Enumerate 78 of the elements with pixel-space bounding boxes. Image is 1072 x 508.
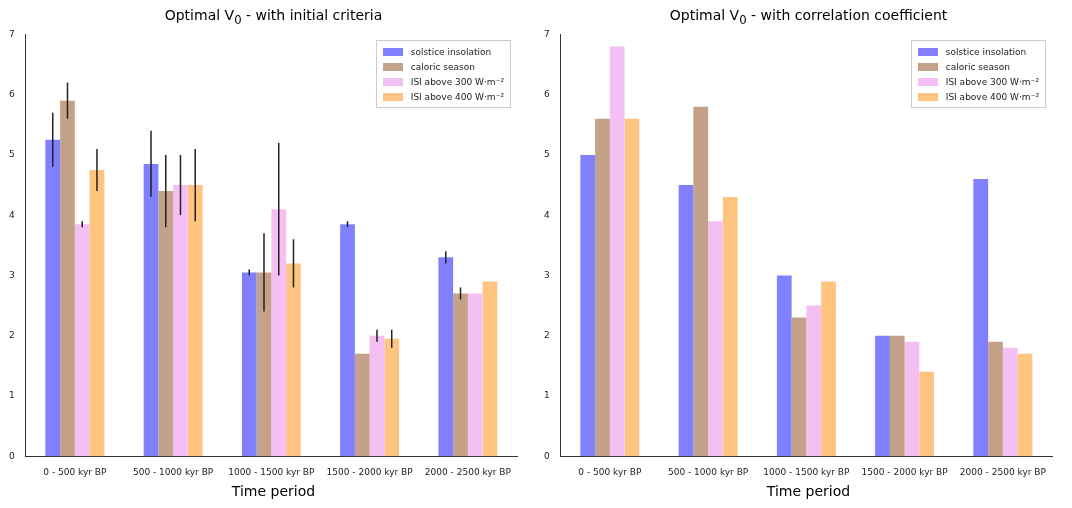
legend-label: solstice insolation: [945, 46, 1027, 57]
x-tick-label: 2000 - 2500 kyr BP: [424, 466, 512, 477]
bar: [595, 118, 610, 457]
bar: [708, 221, 723, 457]
y-tick-label: 2: [543, 330, 550, 341]
bar: [609, 46, 625, 457]
bar: [482, 281, 498, 457]
y-tick-label: 6: [543, 89, 550, 99]
y-tick-label: 1: [8, 390, 15, 401]
bar: [173, 185, 188, 457]
x-tick-label: 0 - 500 kyr BP: [578, 466, 642, 477]
y-tick-label: 6: [8, 89, 15, 99]
bar: [241, 272, 257, 457]
bar: [143, 163, 159, 457]
bar: [354, 353, 370, 457]
bar: [973, 179, 989, 457]
bar: [187, 185, 203, 457]
bar: [722, 197, 738, 457]
bar: [988, 341, 1003, 457]
legend-label: caloric season: [945, 61, 1010, 72]
bar: [60, 100, 75, 457]
y-tick-label: 7: [8, 28, 15, 39]
bar: [1017, 353, 1033, 457]
bar: [384, 338, 400, 457]
bar: [678, 185, 694, 457]
y-tick-label: 0: [543, 450, 550, 461]
bar: [271, 209, 287, 457]
x-axis-title: Time period: [230, 482, 317, 501]
chart-title: Optimal V$_{0}$ - with initial criteria: [163, 6, 384, 27]
legend-label: ISI above 400 W·m⁻²: [945, 91, 1039, 102]
y-tick-label: 1: [543, 390, 550, 401]
bar: [791, 317, 807, 457]
bar: [904, 341, 920, 457]
y-tick-label: 2: [8, 330, 15, 341]
legend-label: caloric season: [410, 61, 475, 72]
x-tick-label: 0 - 500 kyr BP: [43, 466, 107, 477]
bar: [45, 139, 61, 457]
x-tick-label: 1000 - 1500 kyr BP: [763, 466, 850, 477]
x-tick-label: 1500 - 2000 kyr BP: [326, 466, 414, 477]
y-tick-label: 4: [543, 209, 550, 220]
bar: [89, 169, 105, 457]
bar: [776, 275, 792, 457]
bar: [286, 263, 301, 457]
y-tick-label: 5: [543, 149, 550, 160]
bar: [340, 224, 355, 457]
x-tick-label: 500 - 1000 kyr BP: [132, 466, 214, 477]
x-axis-title: Time period: [765, 482, 852, 501]
bar: [74, 224, 90, 457]
bar: [624, 118, 640, 457]
legend-label: ISI above 300 W·m⁻²: [945, 76, 1039, 87]
bar: [693, 106, 709, 457]
legend-label: ISI above 300 W·m⁻²: [410, 76, 504, 87]
bar: [919, 371, 935, 457]
legend-label: solstice insolation: [410, 46, 492, 57]
y-tick-label: 0: [8, 450, 15, 461]
y-tick-label: 3: [8, 269, 15, 280]
chart-title: Optimal V$_{0}$ - with correlation coefficient: [668, 6, 949, 27]
bar: [369, 335, 385, 457]
bar: [1002, 347, 1018, 457]
y-tick-label: 3: [543, 269, 550, 280]
y-tick-label: 7: [543, 28, 550, 39]
bar: [158, 191, 174, 457]
y-tick-label: 4: [8, 209, 15, 220]
bar: [467, 293, 483, 457]
legend-label: ISI above 400 W·m⁻²: [410, 91, 504, 102]
bar: [875, 335, 890, 457]
bar: [453, 293, 468, 457]
bar: [256, 272, 272, 457]
bar: [438, 257, 454, 457]
x-tick-label: 500 - 1000 kyr BP: [667, 466, 749, 477]
bar: [821, 281, 836, 457]
bar: [806, 305, 822, 457]
x-tick-label: 2000 - 2500 kyr BP: [959, 466, 1047, 477]
bar: [889, 335, 905, 457]
x-tick-label: 1500 - 2000 kyr BP: [861, 466, 949, 477]
y-tick-label: 5: [8, 149, 15, 160]
x-tick-label: 1000 - 1500 kyr BP: [228, 466, 315, 477]
bar: [580, 154, 596, 457]
